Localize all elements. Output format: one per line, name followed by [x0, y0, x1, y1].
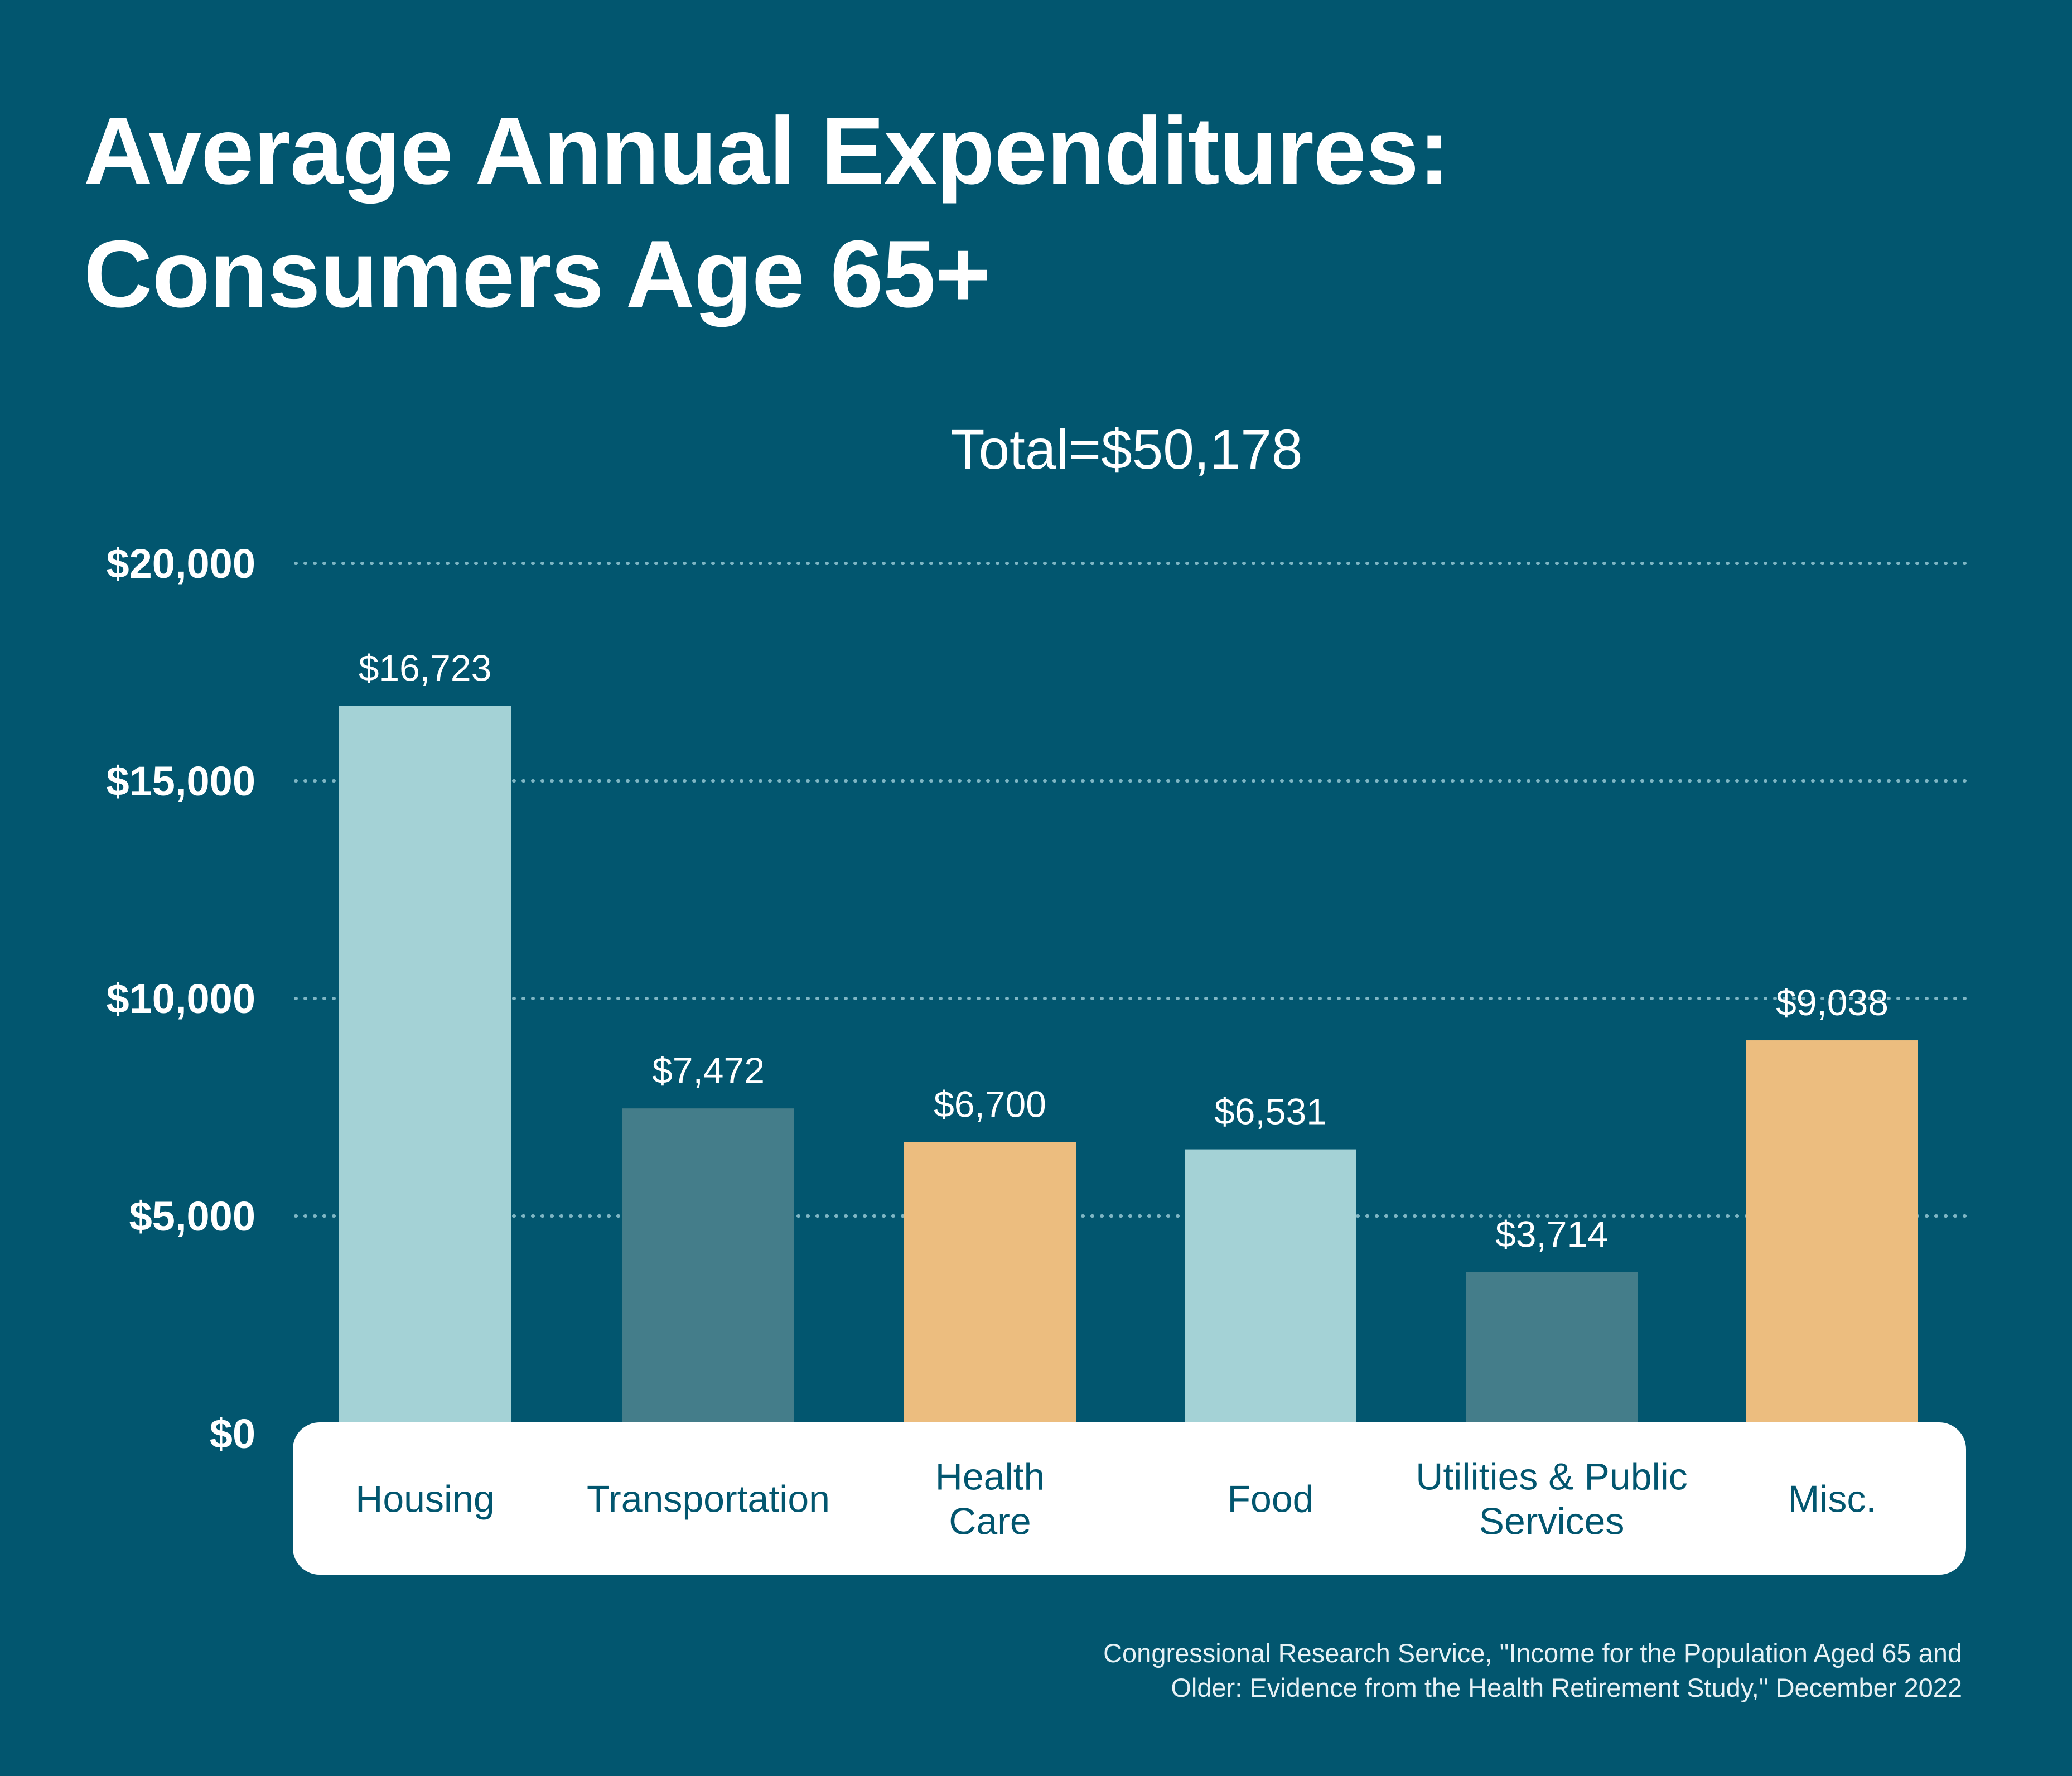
category-label: Transportation	[587, 1478, 830, 1521]
bar-value-label: $9,038	[1776, 982, 1889, 1023]
bar-value-label: $16,723	[359, 648, 492, 689]
title-line-2: Consumers Age 65+	[84, 221, 991, 327]
source-citation: Congressional Research Service, "Income …	[735, 1636, 1962, 1705]
category-label-line: Misc.	[1788, 1478, 1877, 1521]
title-line-1: Average Annual Expenditures:	[84, 98, 1450, 204]
category-labels: Housing Transportation Health Care Food Utili…	[355, 1456, 1876, 1543]
bar	[1466, 1272, 1638, 1445]
y-tick-label: $5,000	[129, 1193, 255, 1239]
category-label-line: Transportation	[587, 1478, 830, 1521]
bar	[1185, 1149, 1356, 1445]
source-line-2: Older: Evidence from the Health Retireme…	[1171, 1673, 1962, 1702]
category-label-line: Food	[1228, 1478, 1314, 1521]
category-label-line: Care	[949, 1500, 1031, 1543]
bar-value-label: $6,531	[1214, 1091, 1327, 1132]
category-label-line: Housing	[355, 1478, 495, 1521]
category-label-line: Services	[1479, 1500, 1625, 1543]
category-label-line: Health	[935, 1456, 1045, 1498]
bar	[1746, 1040, 1918, 1445]
bar-value-labels: $16,723 $7,472 $6,700 $6,531 $3,714 $9,038	[359, 648, 1889, 1255]
chart-title: Average Annual Expenditures: Consumers A…	[84, 89, 1450, 336]
category-label-line: Utilities & Public	[1416, 1456, 1688, 1498]
chart-subtitle-total: Total=$50,178	[950, 418, 1302, 481]
category-label: Health Care	[935, 1456, 1045, 1543]
bars	[339, 706, 1918, 1445]
y-tick-label: $20,000	[107, 540, 256, 587]
y-tick-label: $10,000	[107, 976, 256, 1022]
bar-value-label: $6,700	[934, 1083, 1046, 1125]
bar-value-label: $3,714	[1495, 1213, 1608, 1254]
category-label: Utilities & Public Services	[1416, 1456, 1688, 1543]
y-tick-label: $15,000	[107, 758, 256, 804]
bar-value-label: $7,472	[652, 1050, 765, 1091]
y-tick-label: $0	[210, 1411, 255, 1457]
y-axis-tick-labels: $20,000 $15,000 $10,000 $5,000 $0	[107, 540, 256, 1457]
gridlines	[294, 562, 1970, 1218]
category-label: Misc.	[1788, 1478, 1877, 1521]
category-label: Housing	[355, 1478, 495, 1521]
source-line-1: Congressional Research Service, "Income …	[1103, 1638, 1962, 1668]
bar	[339, 706, 511, 1445]
bar	[904, 1142, 1076, 1445]
category-axis-panel	[293, 1422, 1966, 1575]
bar	[622, 1108, 794, 1445]
category-label: Food	[1228, 1478, 1314, 1521]
